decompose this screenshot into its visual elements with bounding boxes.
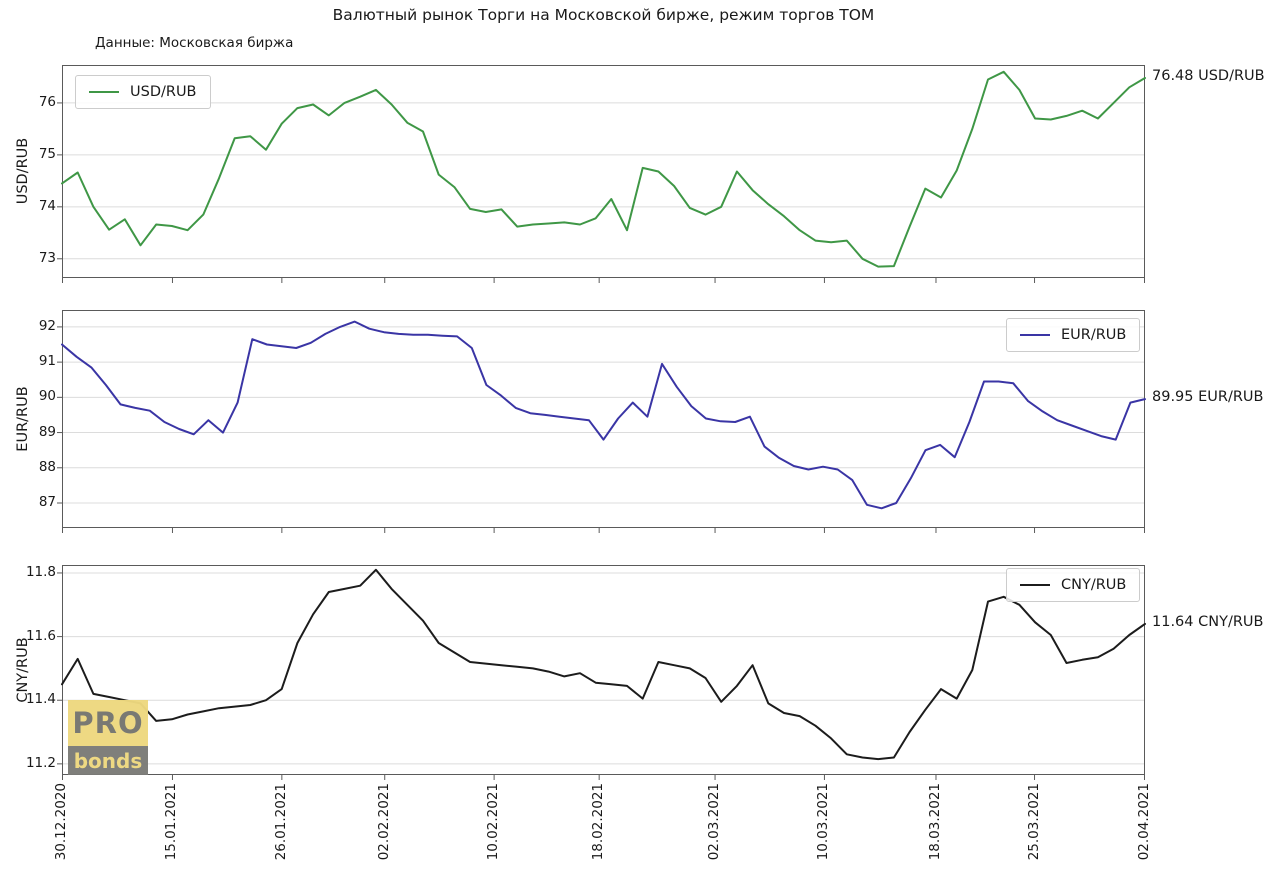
- usd-rub-chart: [57, 65, 1146, 283]
- x-tick-label: 18.03.2021: [926, 783, 943, 861]
- x-tick-label: 15.01.2021: [163, 783, 180, 861]
- y-tick-label: 11.8: [25, 563, 56, 580]
- x-tick-label: 18.02.2021: [590, 783, 607, 861]
- x-tick-label: 02.03.2021: [706, 783, 723, 861]
- y-tick-label: 11.4: [25, 691, 56, 708]
- probonds-logo-top: PRO: [68, 700, 148, 746]
- cny-legend: CNY/RUB: [1006, 568, 1141, 602]
- x-tick-label: 30.12.2020: [53, 783, 69, 861]
- y-tick-label: 75: [38, 145, 56, 162]
- y-tick-label: 92: [38, 317, 56, 334]
- figure-title: Валютный рынок Торги на Московской бирже…: [332, 6, 875, 24]
- usd-rub-line-plot: [57, 65, 1146, 283]
- eur-rub-chart: [57, 310, 1146, 533]
- usd-last-value-annotation: 76.48 USD/RUB: [1152, 67, 1265, 84]
- y-tick-label: 76: [38, 93, 56, 110]
- usd-legend-line-icon: [89, 91, 119, 93]
- cny-legend-label: CNY/RUB: [1061, 577, 1127, 593]
- y-tick-label: 87: [38, 493, 56, 510]
- usd-legend: USD/RUB: [75, 75, 211, 109]
- probonds-logo-bottom: bonds: [68, 746, 148, 775]
- x-tick-label: 10.03.2021: [815, 783, 832, 861]
- y-tick-label: 11.2: [25, 754, 56, 771]
- eur-legend-line-icon: [1020, 334, 1050, 336]
- y-tick-label: 73: [38, 249, 56, 266]
- x-tick-label: 25.03.2021: [1025, 783, 1042, 861]
- eur-legend: EUR/RUB: [1006, 318, 1141, 352]
- eur-legend-label: EUR/RUB: [1061, 327, 1127, 343]
- y-tick-label: 74: [38, 197, 56, 214]
- x-tick-label: 02.02.2021: [375, 783, 392, 861]
- cny-legend-line-icon: [1020, 584, 1050, 586]
- x-tick-label: 10.02.2021: [485, 783, 502, 861]
- y-tick-label: 90: [38, 388, 56, 405]
- y-tick-label: 91: [38, 353, 56, 370]
- eur-rub-line-plot: [57, 310, 1146, 533]
- eur-last-value-annotation: 89.95 EUR/RUB: [1152, 389, 1264, 406]
- usd-legend-label: USD/RUB: [130, 84, 197, 100]
- y-tick-label: 89: [38, 423, 56, 440]
- x-tick-label: 26.01.2021: [272, 783, 289, 861]
- cny-rub-line-plot: [57, 565, 1146, 780]
- y-tick-label: 11.6: [25, 627, 56, 644]
- cny-rub-chart: [57, 565, 1146, 780]
- probonds-logo: PRO bonds: [68, 700, 148, 775]
- figure-subtitle: Данные: Московская биржа: [95, 35, 294, 51]
- y-tick-label: 88: [38, 458, 56, 475]
- x-tick-label: 02.04.2021: [1136, 783, 1152, 861]
- cny-last-value-annotation: 11.64 CNY/RUB: [1152, 613, 1264, 630]
